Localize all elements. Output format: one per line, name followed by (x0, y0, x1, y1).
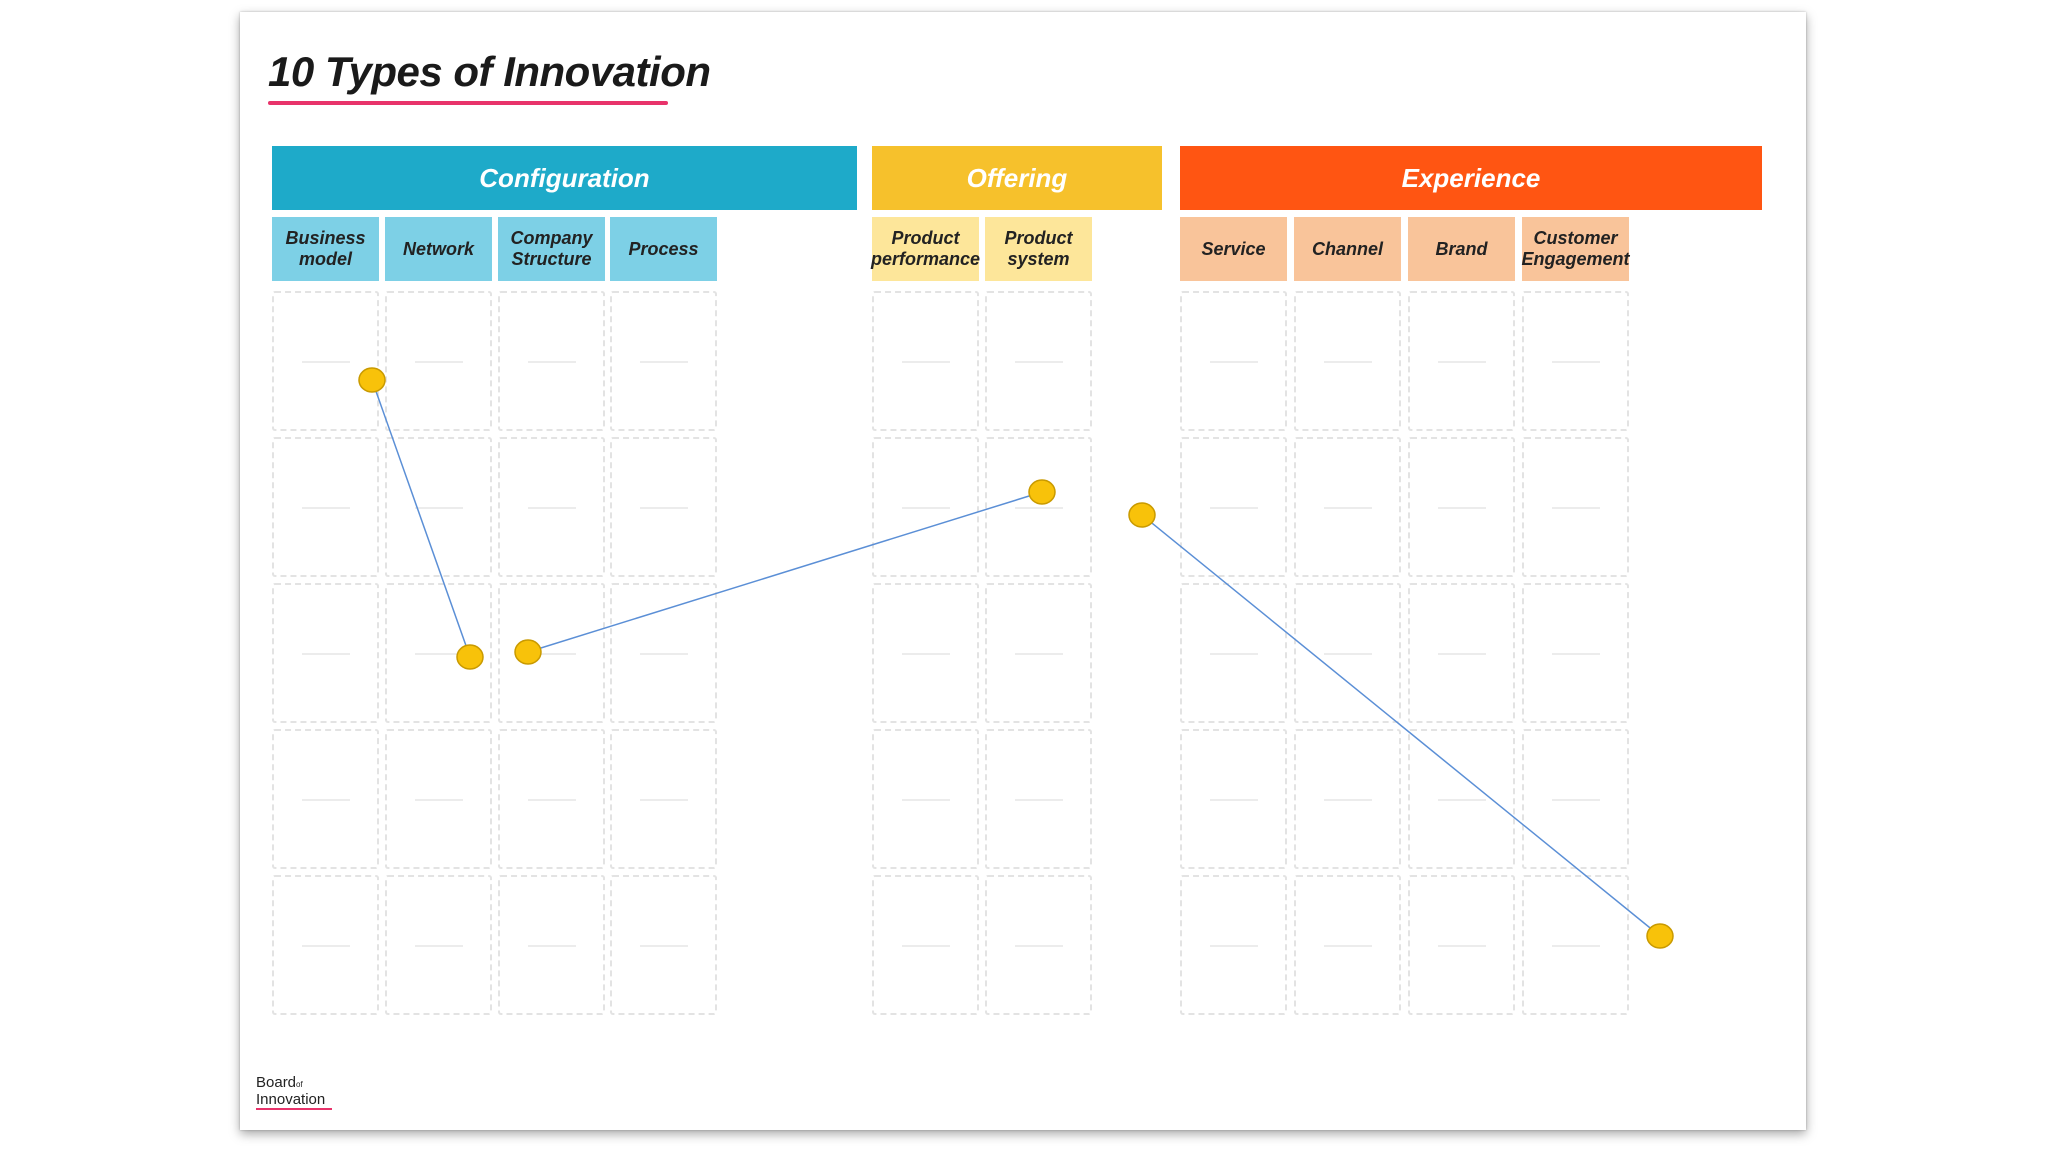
grid-cell[interactable] (385, 583, 492, 723)
grid-cell[interactable] (985, 875, 1092, 1015)
canvas-sheet: 10 Types of Innovation Configuration Off… (240, 12, 1806, 1130)
connector-line-1 (371, 379, 471, 658)
grid-cell[interactable] (1522, 583, 1629, 723)
grid-cell[interactable] (1522, 729, 1629, 869)
category-offering: Offering (872, 146, 1162, 210)
grid-cell[interactable] (985, 437, 1092, 577)
grid-cell[interactable] (1294, 875, 1401, 1015)
grid-cell[interactable] (272, 729, 379, 869)
grid-cell[interactable] (1294, 583, 1401, 723)
logo-word-board: Board (256, 1074, 297, 1091)
grid-cell[interactable] (385, 437, 492, 577)
connector-line-2 (527, 491, 1043, 653)
grid-cell[interactable] (1180, 583, 1287, 723)
column-header-10: Customer Engagement (1521, 217, 1630, 281)
grid-cell[interactable] (1294, 291, 1401, 431)
logo-word-innovation: Innovation (256, 1091, 326, 1108)
grid-cell[interactable] (498, 291, 605, 431)
grid-cell[interactable] (985, 291, 1092, 431)
category-configuration: Configuration (272, 146, 857, 210)
grid-cell[interactable] (985, 583, 1092, 723)
grid-cell[interactable] (498, 729, 605, 869)
grid-cell[interactable] (1294, 729, 1401, 869)
logo-underline (256, 1108, 332, 1110)
grid-cell[interactable] (1180, 729, 1287, 869)
grid-cell[interactable] (498, 437, 605, 577)
marker-2[interactable] (456, 644, 484, 670)
marker-1[interactable] (358, 367, 386, 393)
grid-cell[interactable] (610, 875, 717, 1015)
grid-cell[interactable] (1180, 437, 1287, 577)
grid-cell[interactable] (1408, 291, 1515, 431)
marker-4[interactable] (1028, 479, 1056, 505)
connection-overlay (358, 367, 1674, 949)
marker-5[interactable] (1128, 502, 1156, 528)
grid-cell[interactable] (872, 875, 979, 1015)
grid-cell[interactable] (272, 875, 379, 1015)
grid-cell[interactable] (985, 729, 1092, 869)
grid-cell[interactable] (872, 729, 979, 869)
grid-cell[interactable] (610, 291, 717, 431)
column-header-3: Company Structure (498, 217, 605, 281)
grid-cell[interactable] (385, 291, 492, 431)
column-header-2: Network (385, 217, 492, 281)
grid-cell[interactable] (1408, 437, 1515, 577)
grid-cell[interactable] (385, 729, 492, 869)
column-header-4: Process (610, 217, 717, 281)
grid-cell[interactable] (1408, 875, 1515, 1015)
grid-cell[interactable] (1522, 291, 1629, 431)
logo-word-of: of (296, 1080, 303, 1089)
grid-cell[interactable] (498, 875, 605, 1015)
grid-cell[interactable] (1294, 437, 1401, 577)
column-header-9: Brand (1408, 217, 1515, 281)
title-underline (268, 101, 668, 105)
grid-cell[interactable] (872, 583, 979, 723)
grid-cell[interactable] (1408, 729, 1515, 869)
grid-cell[interactable] (1408, 583, 1515, 723)
grid-cell[interactable] (1522, 437, 1629, 577)
column-header-5: Product performance (871, 217, 980, 281)
column-header-1: Business model (272, 217, 379, 281)
category-experience: Experience (1180, 146, 1762, 210)
marker-6[interactable] (1646, 923, 1674, 949)
grid-cell[interactable] (385, 875, 492, 1015)
board-of-innovation-logo: Boardof Innovation (256, 1075, 332, 1110)
column-header-7: Service (1180, 217, 1287, 281)
page-title: 10 Types of Innovation (268, 48, 711, 95)
grid-cell[interactable] (1522, 875, 1629, 1015)
marker-3[interactable] (514, 639, 542, 665)
grid-cell[interactable] (610, 729, 717, 869)
column-header-8: Channel (1294, 217, 1401, 281)
grid-cell[interactable] (272, 583, 379, 723)
grid-cell[interactable] (272, 437, 379, 577)
grid-cell[interactable] (610, 583, 717, 723)
grid-cell[interactable] (872, 437, 979, 577)
grid-cell[interactable] (1180, 291, 1287, 431)
grid-cell[interactable] (610, 437, 717, 577)
grid-cell[interactable] (1180, 875, 1287, 1015)
column-header-6: Product system (985, 217, 1092, 281)
connector-line-3 (1141, 514, 1661, 937)
grid-cell[interactable] (872, 291, 979, 431)
grid-cell[interactable] (272, 291, 379, 431)
